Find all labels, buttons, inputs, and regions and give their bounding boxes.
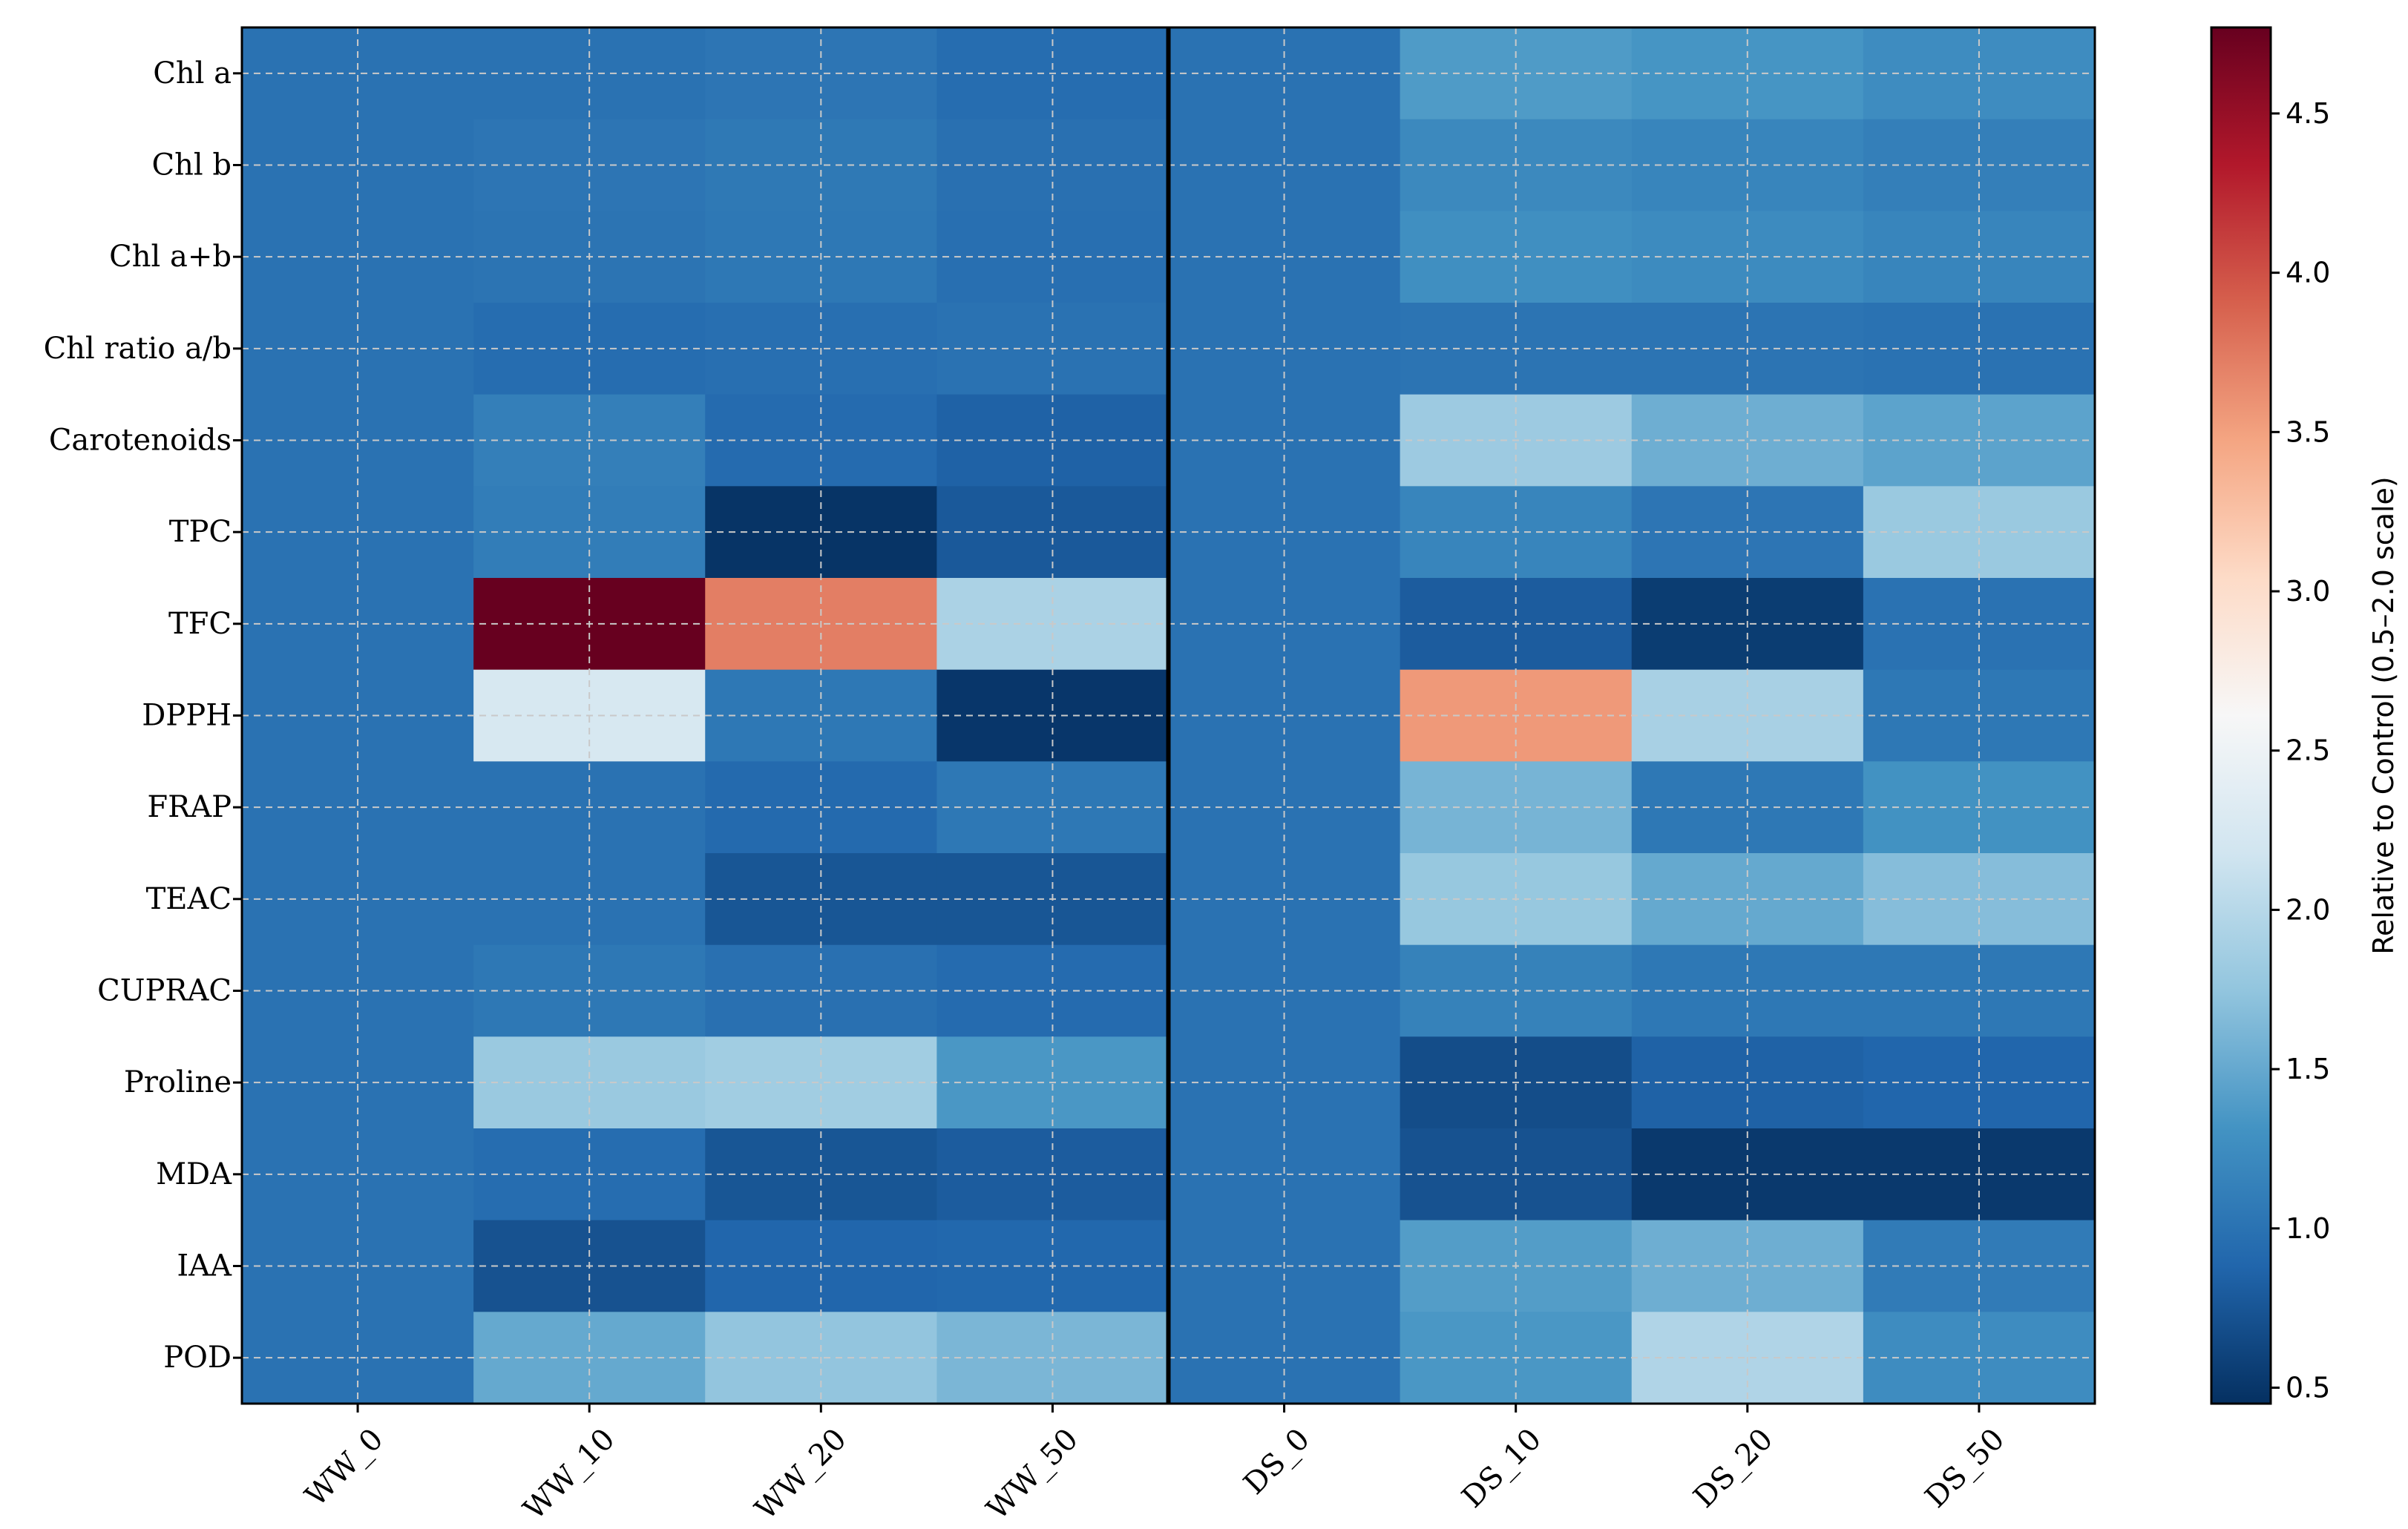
gridlines (242, 27, 2095, 1404)
row-label-pod: POD (163, 1341, 232, 1375)
colorbar-gradient (2210, 26, 2272, 1405)
colorbar: 0.5 1.0 1.5 2.0 2.5 3.0 3.5 4.0 4.5 Relative to C… (2210, 26, 2400, 1405)
colorbar-tick-label: 2.5 (2286, 734, 2330, 767)
row-label-chl-a: Chl a (153, 56, 232, 91)
column-label-ww-0: WW_0 (299, 1422, 390, 1513)
row-label-chl-ratio-a-b: Chl ratio a/b (44, 332, 232, 366)
colorbar-tick-label: 2.0 (2286, 893, 2330, 926)
row-label-proline: Proline (124, 1065, 232, 1099)
column-tick-labels: WW_0 WW_10 WW_20 WW_50 DS_0 DS_10 DS_20 DS_50 (299, 1404, 2012, 1527)
column-label-ds-10: DS_10 (1455, 1422, 1548, 1515)
colorbar-tick-label: 0.5 (2286, 1372, 2330, 1404)
colorbar-tick-label: 4.5 (2286, 97, 2330, 130)
column-label-ww-50: WW_50 (980, 1422, 1085, 1527)
colorbar-label: Relative to Control (0.5–2.0 scale) (2367, 476, 2400, 955)
row-label-cuprac: CUPRAC (97, 974, 232, 1008)
row-label-iaa: IAA (177, 1249, 232, 1283)
row-label-frap: FRAP (147, 790, 232, 824)
column-label-ds-20: DS_20 (1687, 1422, 1780, 1515)
row-label-carotenoids: Carotenoids (49, 424, 232, 458)
row-label-dpph: DPPH (142, 699, 232, 733)
row-label-tfc: TFC (168, 607, 232, 641)
colorbar-tick-label: 3.0 (2286, 575, 2330, 608)
colorbar-tick-label: 4.0 (2286, 257, 2330, 289)
column-label-ww-10: WW_10 (517, 1422, 622, 1527)
row-label-teac: TEAC (146, 882, 232, 916)
row-label-chl-a-b: Chl a+b (109, 240, 232, 274)
row-label-tpc: TPC (169, 515, 232, 549)
column-label-ds-0: DS_0 (1237, 1422, 1316, 1502)
row-tick-labels: Chl a Chl b Chl a+b Chl ratio a/b Carotenoid… (44, 56, 242, 1375)
row-label-mda: MDA (156, 1157, 232, 1191)
column-label-ds-50: DS_50 (1919, 1422, 2012, 1515)
row-label-chl-b: Chl b (152, 148, 232, 183)
colorbar-tick-label: 1.0 (2286, 1212, 2330, 1245)
column-label-ww-20: WW_20 (749, 1422, 853, 1527)
colorbar-tick-label: 3.5 (2286, 415, 2330, 448)
colorbar-tick-label: 1.5 (2286, 1053, 2330, 1085)
